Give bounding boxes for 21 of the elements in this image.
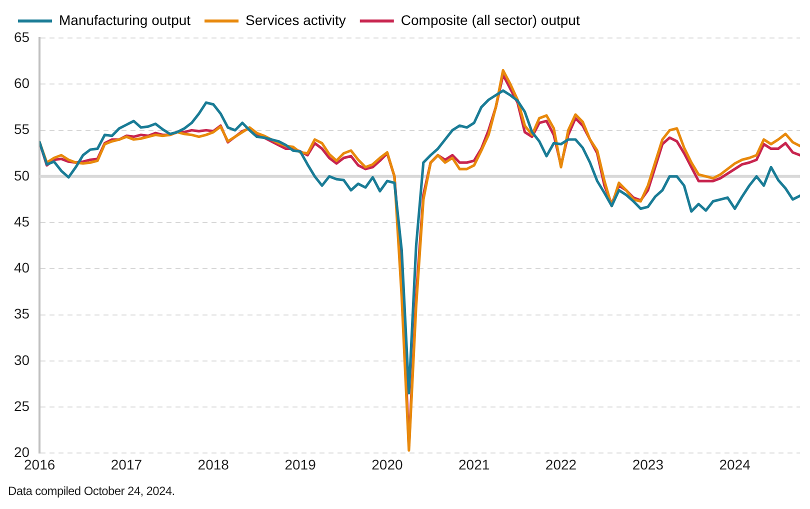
x-tick-label: 2017 <box>110 456 142 472</box>
y-tick-label: 25 <box>14 398 30 414</box>
y-tick-label: 55 <box>14 121 30 138</box>
y-tick-label: 35 <box>14 306 30 322</box>
x-tick-label: 2022 <box>545 456 577 472</box>
x-tick-label: 2023 <box>632 456 664 472</box>
legend-label: Composite (all sector) output <box>400 12 580 28</box>
y-tick-label: 50 <box>14 167 30 184</box>
y-tick-label: 60 <box>14 74 30 91</box>
x-tick-label: 2019 <box>284 456 316 472</box>
legend-label: Manufacturing output <box>59 12 191 28</box>
text: Data compiled October 24, 2024. <box>8 484 175 498</box>
legend-label: Services activity <box>246 12 346 28</box>
x-tick-label: 2018 <box>198 456 230 472</box>
x-tick-label: 2024 <box>719 456 751 472</box>
y-tick-label: 30 <box>14 352 30 368</box>
x-tick-label: 2021 <box>458 456 490 472</box>
x-tick-label: 2020 <box>372 456 403 472</box>
y-tick-label: 65 <box>14 28 30 45</box>
y-tick-label: 45 <box>14 213 30 230</box>
y-tick-label: 40 <box>14 260 30 276</box>
